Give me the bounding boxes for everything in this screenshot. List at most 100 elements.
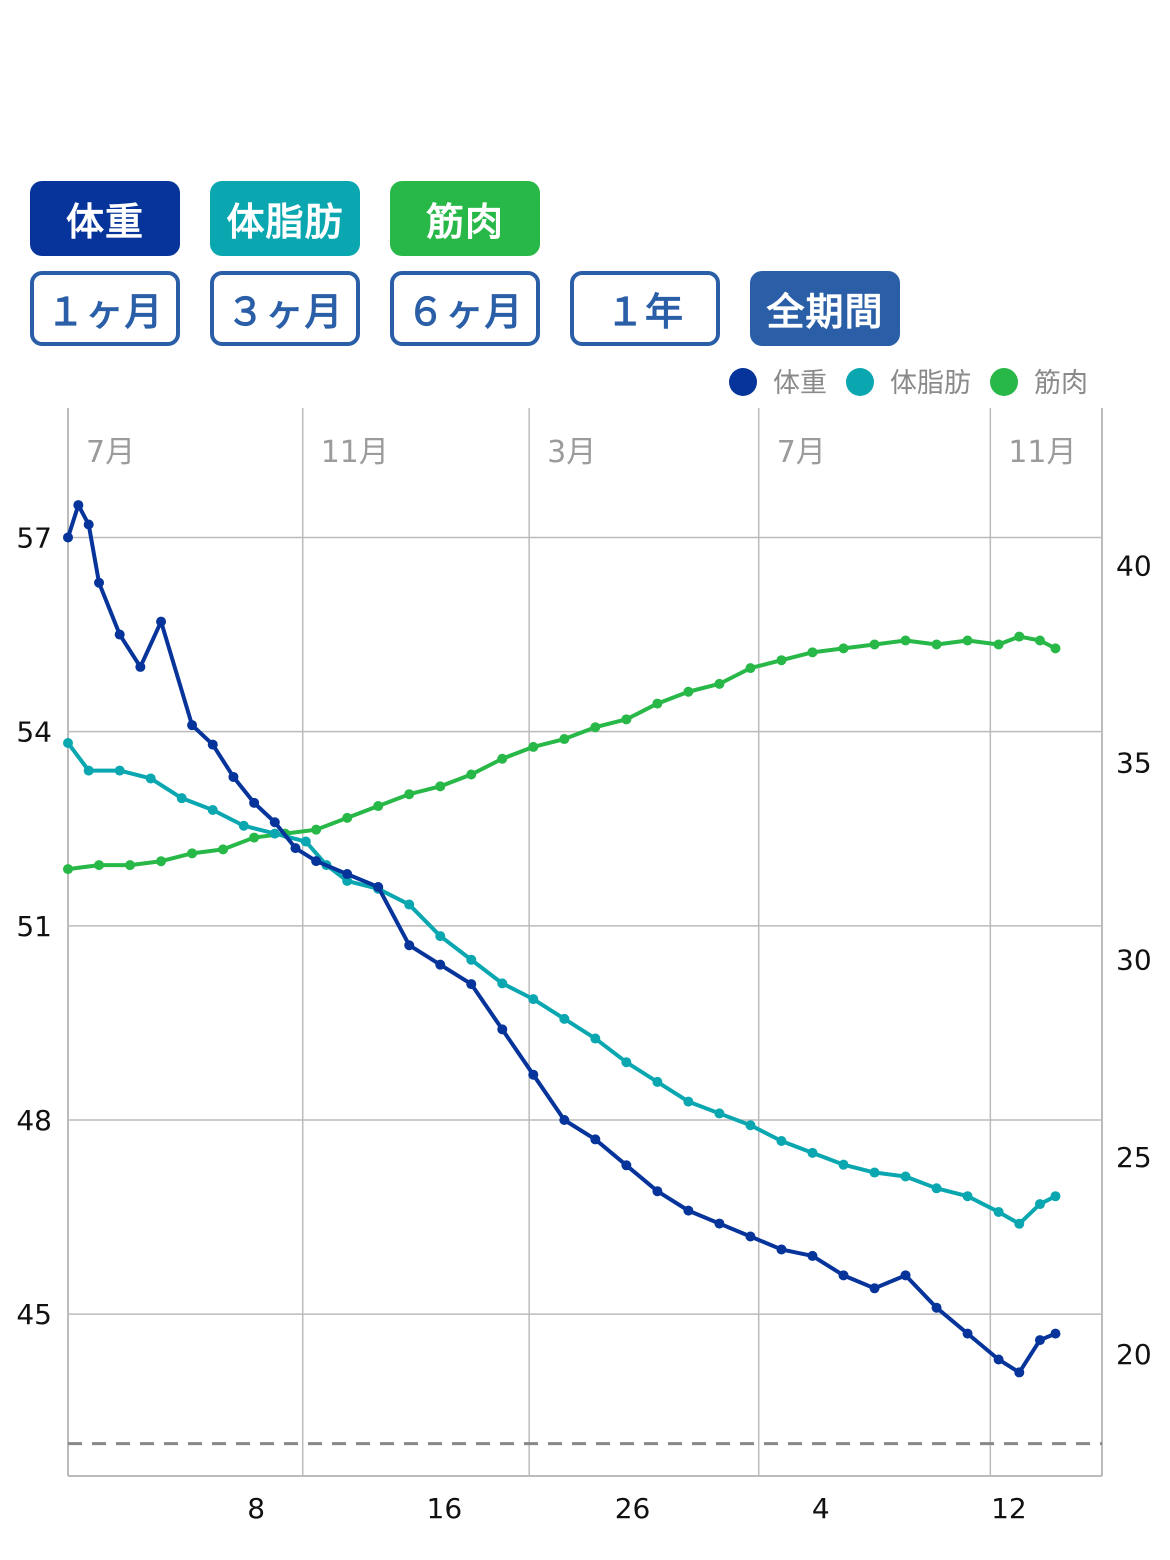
body-fat-data-point: [207, 804, 218, 815]
period-6-months-button[interactable]: ６ヶ月: [390, 271, 540, 346]
muscle-data-point: [94, 860, 105, 871]
weight-data-point: [373, 881, 384, 892]
y-left-tick-label: 57: [16, 521, 52, 554]
x-tick-label: 16: [427, 1492, 463, 1525]
body-fat-data-point: [1034, 1199, 1045, 1210]
muscle-toggle-button[interactable]: 筋肉: [390, 181, 540, 256]
weight-data-point: [807, 1250, 818, 1261]
muscle-data-point: [807, 647, 818, 658]
muscle-data-point: [683, 686, 694, 697]
body-fat-toggle-button[interactable]: 体脂肪: [210, 181, 360, 256]
weight-data-point: [1050, 1328, 1061, 1339]
body-fat-data-point: [714, 1108, 725, 1119]
weight-data-point: [962, 1328, 973, 1339]
body-fat-data-point: [63, 737, 73, 748]
x-tick-label: 26: [615, 1492, 651, 1525]
body-fat-data-point: [238, 820, 249, 831]
muscle-data-point: [528, 741, 539, 752]
weight-legend-label: 体重: [773, 368, 827, 399]
body-fat-data-point: [559, 1013, 570, 1024]
weight-data-point: [290, 843, 301, 854]
muscle-data-point: [714, 678, 725, 689]
weight-data-point: [228, 771, 239, 782]
body-fat-data-point: [300, 836, 311, 847]
body-fat-series-line: [66, 741, 1057, 1226]
muscle-data-point: [652, 698, 663, 709]
weight-data-point: [435, 959, 446, 970]
x-tick-label: 12: [991, 1492, 1027, 1525]
weight-data-point: [269, 817, 280, 828]
muscle-data-point: [187, 848, 198, 859]
period-1-year-button[interactable]: １年: [570, 271, 720, 346]
weight-data-point: [590, 1134, 601, 1145]
weight-data-point: [187, 720, 198, 731]
body-fat-data-point: [931, 1183, 942, 1194]
body-fat-data-point: [145, 773, 156, 784]
weight-data-point: [838, 1270, 849, 1281]
x-tick-label: 8: [247, 1492, 265, 1525]
weight-data-point: [869, 1283, 880, 1294]
muscle-data-point: [621, 714, 632, 725]
body-fat-data-point: [838, 1159, 849, 1170]
weight-data-point: [1014, 1367, 1025, 1378]
muscle-data-point: [900, 635, 911, 646]
weight-data-point: [114, 629, 125, 640]
weight-data-point: [156, 616, 167, 627]
muscle-data-point: [1050, 643, 1061, 654]
muscle-legend-marker: [990, 368, 1018, 396]
weight-data-point: [404, 940, 415, 951]
muscle-data-point: [249, 832, 260, 843]
body-fat-data-point: [621, 1057, 632, 1068]
y-right-tick-label: 35: [1116, 747, 1152, 780]
weight-data-point: [1034, 1335, 1045, 1346]
period-3-months-button[interactable]: ３ヶ月: [210, 271, 360, 346]
weight-data-point: [900, 1270, 911, 1281]
body-fat-data-point: [466, 954, 477, 965]
body-fat-data-point: [962, 1191, 973, 1202]
muscle-data-point: [466, 769, 477, 780]
body-fat-data-point: [993, 1206, 1004, 1217]
month-label: 11月: [321, 435, 389, 470]
muscle-data-point: [373, 801, 384, 812]
weight-data-point: [249, 797, 260, 808]
body-fat-data-point: [900, 1171, 911, 1182]
y-left-tick-label: 51: [16, 910, 52, 943]
weight-data-point: [73, 500, 84, 511]
y-left-tick-label: 45: [16, 1298, 52, 1331]
weight-data-point: [63, 532, 73, 543]
month-label: 11月: [1008, 435, 1076, 470]
weight-data-point: [83, 519, 94, 530]
weight-toggle-button[interactable]: 体重: [30, 181, 180, 256]
muscle-data-point: [869, 639, 880, 650]
body-fat-data-point: [114, 765, 125, 776]
muscle-data-point: [404, 789, 415, 800]
body-fat-data-point: [435, 931, 446, 942]
body-fat-data-point: [269, 828, 280, 839]
month-label: 7月: [86, 435, 135, 470]
muscle-data-point: [1014, 631, 1025, 642]
body-fat-data-point: [590, 1033, 601, 1044]
body-fat-data-point: [176, 793, 187, 804]
body-fat-data-point: [342, 875, 353, 886]
body-fat-data-point: [1014, 1218, 1025, 1229]
muscle-data-point: [311, 824, 322, 835]
y-right-tick-label: 40: [1116, 550, 1152, 583]
period-1-month-button[interactable]: １ヶ月: [30, 271, 180, 346]
muscle-data-point: [962, 635, 973, 646]
period-all-button[interactable]: 全期間: [750, 271, 900, 346]
weight-data-point: [135, 661, 146, 672]
weight-data-point: [683, 1205, 694, 1216]
weight-data-point: [621, 1160, 632, 1171]
muscle-data-point: [125, 860, 136, 871]
weight-data-point: [94, 577, 105, 588]
muscle-data-point: [497, 753, 508, 764]
muscle-data-point: [218, 844, 229, 855]
y-right-tick-label: 30: [1116, 944, 1152, 977]
month-label: 7月: [777, 435, 826, 470]
month-label: 3月: [547, 435, 596, 470]
weight-data-point: [652, 1186, 663, 1197]
weight-legend-marker: [729, 368, 757, 396]
weight-data-point: [497, 1024, 508, 1035]
weight-data-point: [207, 739, 218, 750]
weight-data-point: [528, 1069, 539, 1080]
